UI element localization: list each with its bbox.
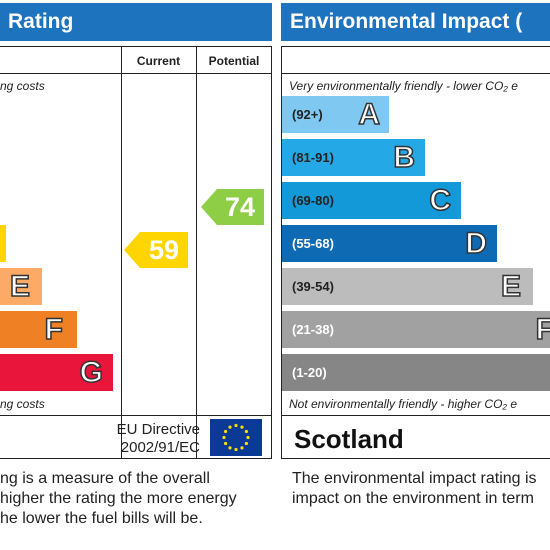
environment-band-a-range: (92+) (292, 107, 323, 122)
eu-flag-star (244, 441, 248, 446)
environment-band-e-letter: E (500, 269, 522, 304)
energy-band-d (0, 225, 6, 262)
energy-top-note: ng costs (0, 79, 45, 93)
environment-top-note: Very environmentally friendly - lower CO… (289, 79, 518, 93)
environment-band-e-range: (39-54) (292, 279, 334, 294)
environment-band-f-range: (21-38) (292, 322, 334, 337)
eu-flag-star (246, 435, 250, 440)
eu-directive-line2: 2002/91/EC (120, 439, 200, 456)
energy-rating-title: Rating (8, 10, 74, 33)
eu-flag-star (224, 441, 228, 446)
current-rating-marker (124, 232, 188, 268)
column-potential: Potential (208, 54, 260, 68)
eu-flag-star (222, 435, 226, 440)
environment-band-g-range: (1-20) (292, 365, 327, 380)
environment-band-g: (1-20) (282, 354, 550, 391)
environmental-impact-table (281, 46, 550, 459)
environment-band-f: (21-38) F (282, 311, 550, 348)
eu-flag-star (240, 425, 244, 429)
eu-flag-star (240, 446, 244, 450)
eu-directive-text: EU Directive 2002/91/EC (100, 421, 200, 457)
environment-band-a: (92+) A (282, 96, 389, 133)
eu-directive-line1: EU Directive (116, 421, 200, 438)
environment-band-b: (81-91) B (282, 139, 425, 176)
environment-band-d-letter: D (465, 226, 488, 261)
energy-footer-line1: ng is a measure of the overall (0, 470, 210, 487)
potential-rating-value: 74 (224, 192, 256, 222)
energy-rating-table (0, 46, 272, 459)
energy-bottom-note: ng costs (0, 397, 45, 411)
energy-band-e: E (0, 268, 42, 305)
energy-band-f-letter: F (44, 312, 64, 347)
eu-flag-star (234, 447, 238, 452)
energy-rating-header: Rating (0, 3, 272, 41)
environment-band-d-range: (55-68) (292, 236, 334, 251)
environment-band-c-range: (69-80) (292, 193, 334, 208)
energy-footer-line2: higher the rating the more energy (0, 490, 237, 507)
eu-flag-star (234, 423, 238, 428)
eu-flag-star (244, 429, 248, 434)
environment-band-d: (55-68) D (282, 225, 497, 262)
energy-band-e-letter: E (9, 269, 31, 304)
energy-footer-line3: he lower the fuel bills will be. (0, 510, 203, 527)
environment-band-a-letter: A (358, 97, 381, 132)
environment-band-c: (69-80) C (282, 182, 461, 219)
environmental-impact-header: Environmental Impact ( (281, 3, 550, 41)
environment-band-c-letter: C (429, 183, 452, 218)
energy-band-g-letter: G (79, 355, 104, 390)
environment-band-b-letter: B (393, 140, 416, 175)
eu-flag-star (228, 425, 232, 429)
region-label: Scotland (294, 424, 404, 454)
potential-rating-marker (201, 189, 264, 225)
environment-footer-line2: impact on the environment in term (292, 490, 534, 507)
environment-band-b-range: (81-91) (292, 150, 334, 165)
current-rating-value: 59 (148, 235, 180, 265)
environmental-impact-title: Environmental Impact ( (290, 10, 523, 33)
environment-band-e: (39-54) E (282, 268, 533, 305)
environment-bottom-note: Not environmentally friendly - higher CO… (289, 397, 518, 411)
environment-band-f-letter: F (535, 312, 550, 347)
energy-band-g: G (0, 354, 113, 391)
eu-flag-icon (210, 419, 262, 456)
environment-footer-line1: The environmental impact rating is (292, 470, 537, 487)
column-current: Current (136, 54, 181, 68)
eu-flag-star (224, 429, 228, 434)
energy-band-f: F (0, 311, 77, 348)
eu-flag-star (228, 446, 232, 450)
